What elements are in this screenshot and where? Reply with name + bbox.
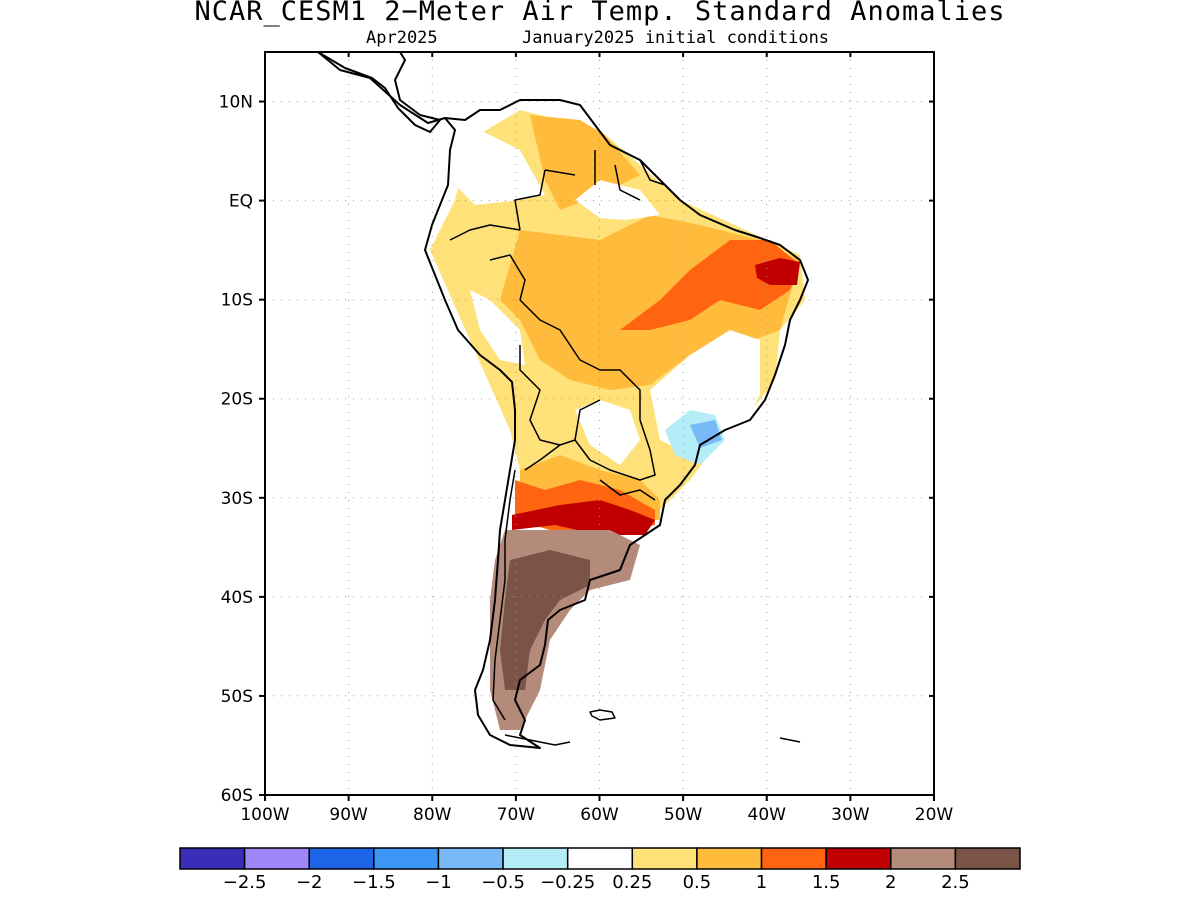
colorbar-label: −1.5	[352, 872, 396, 893]
colorbar-label: −2.5	[223, 872, 267, 893]
lon-tick-label: 100W	[240, 805, 289, 825]
lat-tick-label: 50S	[221, 687, 253, 707]
colorbar-swatch	[243, 847, 310, 870]
lat-tick-label: 10N	[219, 93, 253, 113]
anomaly-region-very-strong-warm-ne	[755, 258, 800, 285]
anomaly-shading	[430, 110, 805, 730]
colorbar-swatch	[308, 847, 375, 870]
initial-conditions: January2025 initial conditions	[522, 28, 830, 48]
anomaly-region-strong-warm	[620, 240, 800, 330]
colorbar-swatch	[890, 847, 957, 870]
longitude-axis: 100W 90W 80W 70W 60W 50W 40W 30W 20W	[240, 52, 953, 825]
colorbar-label: −2	[296, 872, 323, 893]
colorbar-label: 1.5	[812, 872, 841, 893]
colorbar-label: 0.25	[612, 872, 652, 893]
lat-tick-label: 40S	[221, 588, 253, 608]
colorbar-swatch	[825, 847, 892, 870]
coastline	[317, 52, 809, 749]
lat-tick-label: 20S	[221, 390, 253, 410]
lon-tick-label: 30W	[831, 805, 870, 825]
lat-tick-label: 30S	[221, 489, 253, 509]
colorbar-label: 0.5	[683, 872, 712, 893]
colorbar-label: −0.5	[481, 872, 525, 893]
lat-tick-label: 10S	[221, 291, 253, 311]
neutral-region-guianas	[575, 180, 660, 220]
central-america-outline	[317, 52, 441, 133]
forecast-month: Apr2025	[366, 28, 438, 48]
neutral-region-paraguay	[575, 400, 640, 465]
colorbar-swatch	[437, 847, 504, 870]
country-borders	[449, 150, 666, 721]
colorbar-swatch	[179, 847, 246, 870]
map-title: NCAR_CESM1 2−Meter Air Temp. Standard An…	[194, 0, 1006, 27]
colorbar: −2.5 −2 −1.5 −1 −0.5 −0.25 0.25 0.5 1 1.5 2 2.5	[179, 847, 1021, 893]
south-georgia	[779, 737, 801, 743]
latitude-axis: 10N EQ 10S 20S 30S 40S 50S 60S	[219, 93, 934, 806]
colorbar-swatch	[760, 847, 827, 870]
colorbar-label: 2.5	[941, 872, 970, 893]
neutral-region-colombia	[455, 130, 545, 205]
lon-tick-label: 80W	[413, 805, 452, 825]
lat-tick-label: EQ	[229, 192, 253, 212]
colorbar-swatch	[954, 847, 1021, 870]
lon-tick-label: 90W	[329, 805, 368, 825]
colorbar-label: −0.25	[540, 872, 595, 893]
anomaly-region-argentina-very-strong-warm	[512, 500, 655, 535]
anomaly-region-patagonia-peak	[500, 550, 590, 690]
colorbar-swatch	[373, 847, 440, 870]
tierra-del-fuego	[504, 734, 571, 746]
colorbar-label: −1	[425, 872, 452, 893]
colorbar-label: 1	[756, 872, 767, 893]
colorbar-swatch	[696, 847, 763, 870]
colorbar-label: 2	[885, 872, 896, 893]
colorbar-swatch	[631, 847, 698, 870]
colorbar-swatch	[566, 847, 634, 870]
neutral-region-ecuador-peru	[470, 290, 525, 365]
lon-tick-label: 40W	[748, 805, 787, 825]
falkland-islands	[589, 709, 616, 721]
lat-tick-label: 60S	[221, 786, 253, 806]
lon-tick-label: 50W	[664, 805, 703, 825]
lon-tick-label: 20W	[915, 805, 954, 825]
colorbar-swatch	[502, 847, 569, 870]
south-america-outline	[317, 52, 809, 749]
lon-tick-label: 70W	[497, 805, 536, 825]
lon-tick-label: 60W	[580, 805, 619, 825]
anomaly-region-moderate-cool	[690, 420, 722, 448]
